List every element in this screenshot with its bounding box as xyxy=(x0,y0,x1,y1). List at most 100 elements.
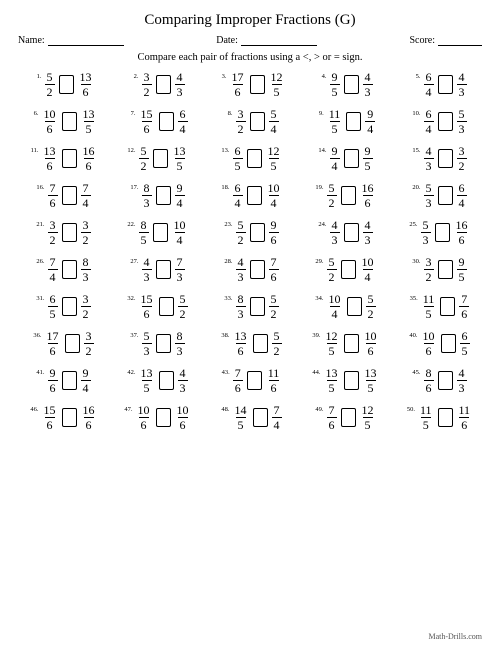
answer-box[interactable] xyxy=(62,186,77,205)
fraction-left: 52 xyxy=(45,71,55,98)
answer-box[interactable] xyxy=(440,297,455,316)
problem: 34.10452 xyxy=(300,293,388,320)
answer-box[interactable] xyxy=(347,297,362,316)
answer-box[interactable] xyxy=(253,408,268,427)
answer-box[interactable] xyxy=(344,75,359,94)
answer-box[interactable] xyxy=(62,260,77,279)
numerator: 6 xyxy=(48,293,58,306)
numerator: 3 xyxy=(457,145,467,158)
answer-box[interactable] xyxy=(65,334,80,353)
numerator: 5 xyxy=(142,330,152,343)
fraction-right: 65 xyxy=(460,330,470,357)
answer-box[interactable] xyxy=(344,149,359,168)
fraction-left: 52 xyxy=(139,145,149,172)
answer-box[interactable] xyxy=(156,408,171,427)
denominator: 4 xyxy=(424,121,434,135)
denominator: 5 xyxy=(424,306,434,320)
problem: 3.176125 xyxy=(206,71,294,98)
answer-box[interactable] xyxy=(159,297,174,316)
answer-box[interactable] xyxy=(438,186,453,205)
answer-box[interactable] xyxy=(438,149,453,168)
problem-number: 14. xyxy=(316,147,327,154)
problem-number: 9. xyxy=(313,110,324,117)
score-blank[interactable] xyxy=(438,36,482,46)
problem: 49.76125 xyxy=(300,404,388,431)
answer-box[interactable] xyxy=(156,334,171,353)
denominator: 6 xyxy=(84,158,94,172)
fraction-right: 32 xyxy=(457,145,467,172)
denominator: 3 xyxy=(424,195,434,209)
answer-box[interactable] xyxy=(156,260,171,279)
fraction-left: 136 xyxy=(233,330,249,357)
fraction-left: 64 xyxy=(233,182,243,209)
answer-box[interactable] xyxy=(153,149,168,168)
answer-box[interactable] xyxy=(438,408,453,427)
fraction-left: 86 xyxy=(424,367,434,394)
denominator: 6 xyxy=(45,121,55,135)
problem-number: 42. xyxy=(125,369,136,376)
answer-box[interactable] xyxy=(438,371,453,390)
fraction-left: 145 xyxy=(233,404,249,431)
answer-box[interactable] xyxy=(346,112,361,131)
answer-box[interactable] xyxy=(341,408,356,427)
answer-box[interactable] xyxy=(247,186,262,205)
answer-box[interactable] xyxy=(250,260,265,279)
numerator: 9 xyxy=(330,71,340,84)
problem-number: 23. xyxy=(222,221,233,228)
answer-box[interactable] xyxy=(438,260,453,279)
numerator: 11 xyxy=(266,367,282,380)
answer-box[interactable] xyxy=(435,223,450,242)
answer-box[interactable] xyxy=(247,371,262,390)
denominator: 5 xyxy=(366,380,376,394)
numerator: 15 xyxy=(139,293,155,306)
numerator: 5 xyxy=(269,108,279,121)
answer-box[interactable] xyxy=(341,260,356,279)
problem-number: 2. xyxy=(128,73,139,80)
answer-box[interactable] xyxy=(247,149,262,168)
answer-box[interactable] xyxy=(344,223,359,242)
answer-box[interactable] xyxy=(250,112,265,131)
numerator: 13 xyxy=(78,71,94,84)
numerator: 5 xyxy=(424,182,434,195)
answer-box[interactable] xyxy=(153,223,168,242)
answer-box[interactable] xyxy=(62,408,77,427)
answer-box[interactable] xyxy=(250,223,265,242)
name-blank[interactable] xyxy=(48,36,124,46)
denominator: 4 xyxy=(269,121,279,135)
denominator: 6 xyxy=(139,417,149,431)
answer-box[interactable] xyxy=(62,112,77,131)
problem: 39.125106 xyxy=(300,330,388,357)
answer-box[interactable] xyxy=(159,371,174,390)
answer-box[interactable] xyxy=(250,297,265,316)
fraction-right: 74 xyxy=(272,404,282,431)
numerator: 4 xyxy=(142,256,152,269)
fraction-right: 43 xyxy=(457,71,467,98)
answer-box[interactable] xyxy=(159,112,174,131)
numerator: 13 xyxy=(81,108,97,121)
problem: 50.115116 xyxy=(394,404,482,431)
date-blank[interactable] xyxy=(241,36,317,46)
answer-box[interactable] xyxy=(156,75,171,94)
answer-box[interactable] xyxy=(62,149,77,168)
answer-box[interactable] xyxy=(62,223,77,242)
denominator: 2 xyxy=(81,306,91,320)
denominator: 3 xyxy=(175,269,185,283)
answer-box[interactable] xyxy=(62,297,77,316)
answer-box[interactable] xyxy=(253,334,268,353)
numerator: 9 xyxy=(330,145,340,158)
answer-box[interactable] xyxy=(156,186,171,205)
denominator: 6 xyxy=(233,380,243,394)
answer-box[interactable] xyxy=(344,334,359,353)
denominator: 4 xyxy=(175,195,185,209)
answer-box[interactable] xyxy=(341,186,356,205)
answer-box[interactable] xyxy=(441,334,456,353)
answer-box[interactable] xyxy=(344,371,359,390)
problem-number: 33. xyxy=(222,295,233,302)
date-label: Date: xyxy=(216,35,238,46)
answer-box[interactable] xyxy=(62,371,77,390)
answer-box[interactable] xyxy=(250,75,265,94)
answer-box[interactable] xyxy=(438,112,453,131)
answer-box[interactable] xyxy=(438,75,453,94)
answer-box[interactable] xyxy=(59,75,74,94)
numerator: 9 xyxy=(363,145,373,158)
